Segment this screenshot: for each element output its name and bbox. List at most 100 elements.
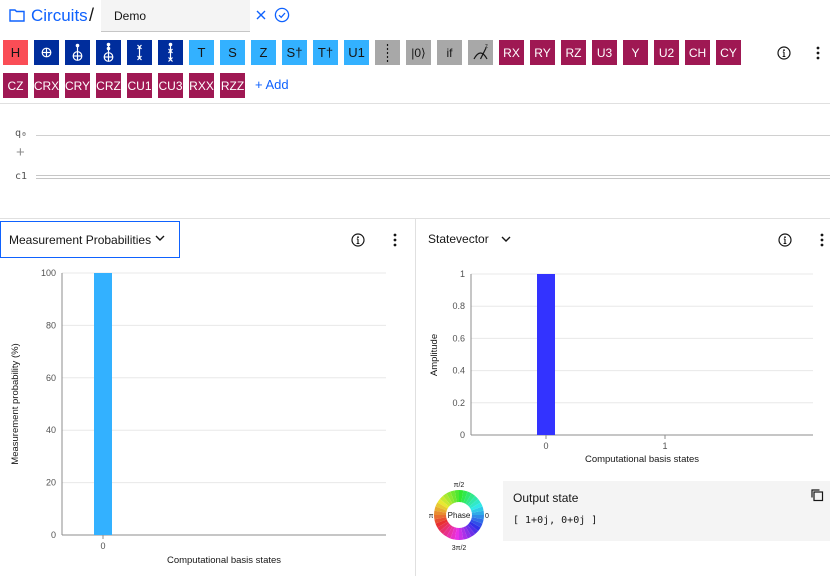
gate-label: CU1 (127, 78, 152, 93)
overflow-menu-icon[interactable] (392, 232, 398, 248)
measurement-probabilities-panel: Measurement Probabilities 0 20 40 60 80 100 0 C… (0, 218, 415, 576)
y-tick-label: 0.8 (452, 301, 465, 311)
close-icon[interactable] (254, 8, 268, 22)
phase-right-label: 0 (485, 513, 489, 520)
qubit-label: q₀ (15, 128, 28, 139)
gate-palette: H T S Z S† T† U1 |0⟩ if z RX RY RZ U3 Y U2 CH CY CZ CRX CRY C… (0, 32, 830, 104)
folder-icon[interactable] (9, 8, 25, 22)
add-qubit-button[interactable]: + (16, 144, 25, 161)
classical-wire[interactable] (36, 175, 830, 179)
gate-rz[interactable]: RZ (561, 40, 586, 65)
output-state-card: Output state [ 1+0j, 0+0j ] (503, 481, 830, 541)
gate-ch[interactable]: CH (685, 40, 710, 65)
gate-z[interactable]: Z (251, 40, 276, 65)
gate-cz[interactable]: CZ (3, 73, 28, 98)
x-axis-title: Computational basis states (585, 454, 699, 465)
statevector-chart: 0 0.2 0.4 0.6 0.8 1 0 1 Computational basis stat… (429, 269, 813, 465)
gate-label: Z (259, 45, 268, 60)
copy-icon[interactable] (810, 488, 824, 502)
phase-left-label: π (429, 513, 434, 520)
cnot-glyph (41, 47, 52, 58)
x-axis-title: Computational basis states (167, 555, 281, 566)
bar-0[interactable] (537, 274, 555, 435)
gate-label: U3 (596, 45, 613, 60)
y-tick-label: 1 (460, 269, 465, 279)
gate-if[interactable]: if (437, 40, 462, 65)
info-icon[interactable] (778, 233, 792, 247)
header: Circuits / (0, 0, 830, 32)
gate-label: Y (631, 45, 640, 60)
output-state-value: [ 1+0j, 0+0j ] (513, 515, 598, 526)
gate-label: CRX (33, 78, 60, 93)
gate-measure[interactable]: z (468, 40, 493, 65)
phase-top-label: π/2 (454, 482, 465, 489)
chevron-down-icon (155, 235, 165, 241)
gate-cu1[interactable]: CU1 (127, 73, 152, 98)
y-tick-label: 100 (41, 268, 56, 278)
bar-0[interactable] (94, 273, 112, 535)
breadcrumb-separator: / (89, 5, 95, 25)
gate-crx[interactable]: CRX (34, 73, 59, 98)
gate-s[interactable]: S (220, 40, 245, 65)
checkmark-circle-icon[interactable] (274, 7, 290, 23)
gate-barrier[interactable] (375, 40, 400, 65)
gate-label: RXX (189, 78, 214, 93)
breadcrumb-circuits-link[interactable]: Circuits (31, 6, 88, 25)
gate-y[interactable]: Y (623, 40, 648, 65)
gate-label: U1 (348, 45, 365, 60)
gate-cnot[interactable] (34, 40, 59, 65)
info-icon[interactable] (351, 233, 365, 247)
statevector-panel: Statevector 0 0.2 0.4 0.6 0.8 1 0 1 Computationa… (415, 218, 830, 576)
circuit-name-input[interactable] (101, 0, 250, 32)
gate-cy[interactable]: CY (716, 40, 741, 65)
y-tick-label: 40 (46, 425, 56, 435)
gate-ry[interactable]: RY (530, 40, 555, 65)
palette-info-icon[interactable] (777, 46, 791, 60)
classical-register-label: c1 (15, 171, 28, 182)
palette-overflow-menu-icon[interactable] (815, 45, 821, 61)
gate-u3[interactable]: U3 (592, 40, 617, 65)
gate-cu3[interactable]: CU3 (158, 73, 183, 98)
gate-label: S† (286, 45, 303, 60)
visualization-select-left[interactable]: Measurement Probabilities (0, 221, 180, 258)
y-tick-label: 0.4 (452, 366, 465, 376)
gate-0[interactable]: |0⟩ (406, 40, 431, 65)
gate-cswap[interactable] (158, 40, 183, 65)
gate-h[interactable]: H (3, 40, 28, 65)
gate-label: if (446, 45, 453, 60)
phase-wheel-graphic: Phase π/2 π 0 3π/2 (429, 482, 489, 552)
gate-t[interactable]: T† (313, 40, 338, 65)
y-axis-title: Measurement probability (%) (10, 343, 21, 464)
svg-text:z: z (485, 44, 488, 50)
qubit-wire[interactable] (36, 135, 830, 136)
y-tick-label: 0 (51, 530, 56, 540)
y-tick-label: 0.2 (452, 398, 465, 408)
barrier-glyph (386, 44, 389, 62)
gate-crz[interactable]: CRZ (96, 73, 121, 98)
gate-toffoli[interactable] (65, 40, 90, 65)
measure-glyph: z (473, 44, 488, 60)
gate-swap[interactable] (127, 40, 152, 65)
gate-label: RZZ (220, 78, 245, 93)
phase-wheel: Phase π/2 π 0 3π/2 (429, 481, 489, 553)
gate-rx[interactable]: RX (499, 40, 524, 65)
gate-rxx[interactable]: RXX (189, 73, 214, 98)
gate-label: |0⟩ (411, 45, 426, 60)
gate-rzz[interactable]: RZZ (220, 73, 245, 98)
gate-cry[interactable]: CRY (65, 73, 90, 98)
gate-ccx[interactable] (96, 40, 121, 65)
gate-s[interactable]: S† (282, 40, 307, 65)
visualization-select-right[interactable]: Statevector (428, 229, 511, 249)
gate-label: CRZ (96, 78, 121, 93)
gate-label: T (197, 45, 206, 60)
overflow-menu-icon[interactable] (819, 232, 825, 248)
gate-label: RY (534, 45, 551, 60)
add-custom-gate-link[interactable]: + Add (255, 77, 289, 92)
gate-u2[interactable]: U2 (654, 40, 679, 65)
gate-u1[interactable]: U1 (344, 40, 369, 65)
phase-bottom-label: 3π/2 (452, 545, 467, 552)
gate-t[interactable]: T (189, 40, 214, 65)
visualization-select-label: Measurement Probabilities (9, 232, 152, 247)
gate-label: CRY (64, 78, 91, 93)
x-tick-label: 0 (543, 441, 548, 451)
